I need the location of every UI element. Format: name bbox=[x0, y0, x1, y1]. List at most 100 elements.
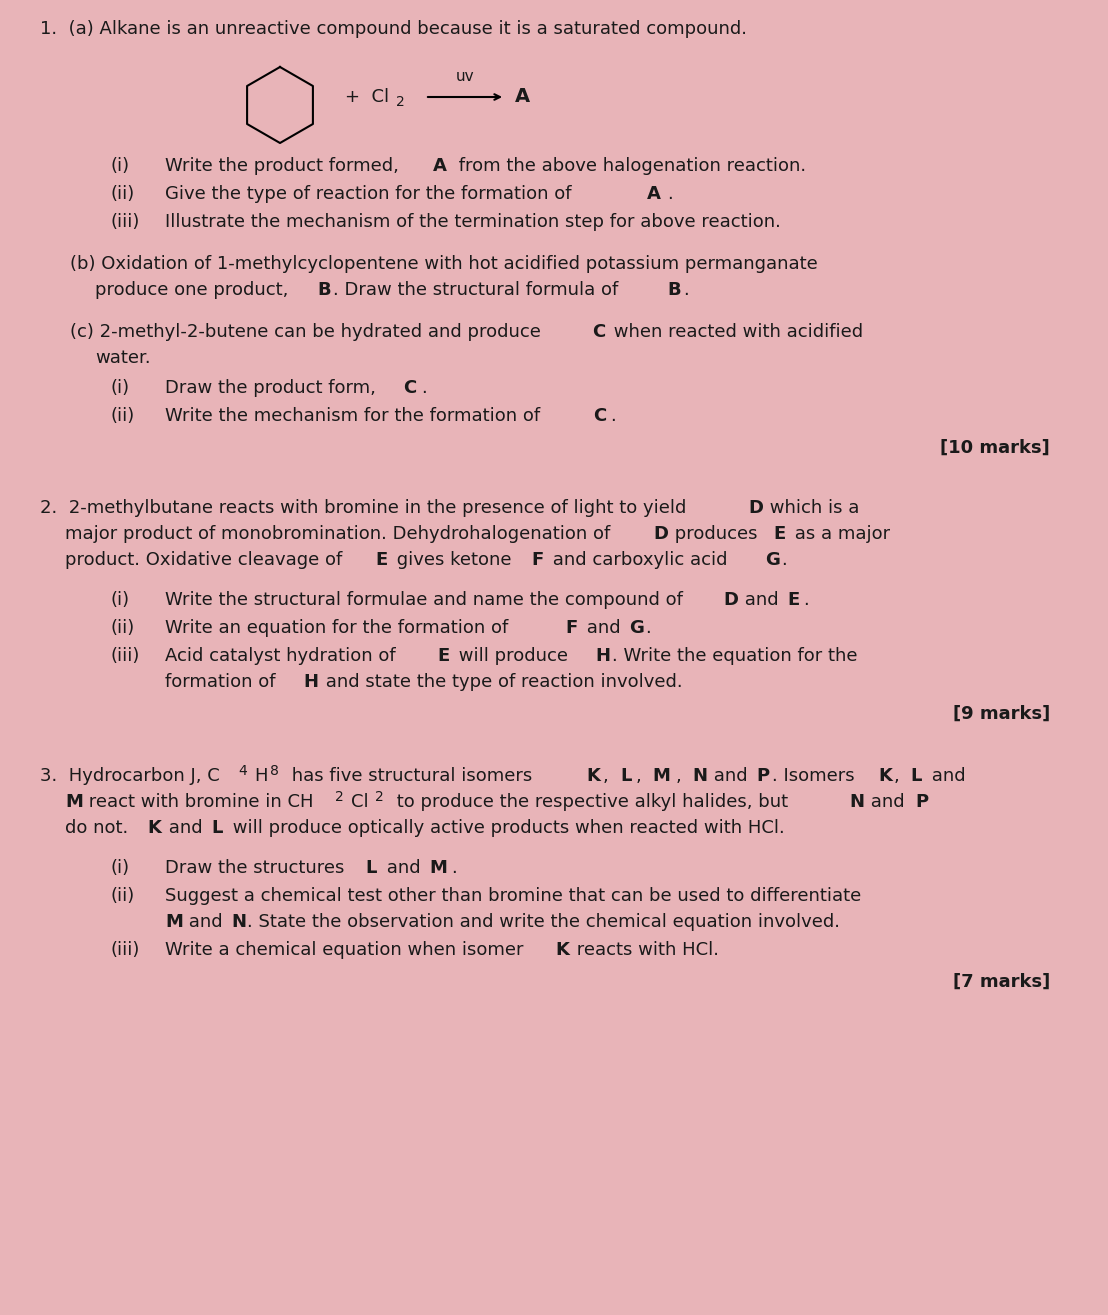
Text: L: L bbox=[620, 767, 632, 785]
Text: which is a: which is a bbox=[765, 498, 860, 517]
Text: uv: uv bbox=[455, 68, 474, 84]
Text: D: D bbox=[724, 590, 738, 609]
Text: K: K bbox=[586, 767, 599, 785]
Text: and: and bbox=[381, 859, 427, 877]
Text: Write the structural formulae and name the compound of: Write the structural formulae and name t… bbox=[165, 590, 689, 609]
Text: will produce optically active products when reacted with HCl.: will produce optically active products w… bbox=[227, 819, 784, 838]
Text: 2: 2 bbox=[335, 790, 343, 803]
Text: .: . bbox=[667, 185, 673, 203]
Text: G: G bbox=[629, 619, 644, 636]
Text: Write the product formed,: Write the product formed, bbox=[165, 156, 404, 175]
Text: N: N bbox=[692, 767, 707, 785]
Text: .: . bbox=[611, 408, 616, 425]
Text: L: L bbox=[365, 859, 377, 877]
Text: P: P bbox=[915, 793, 929, 811]
Text: F: F bbox=[531, 551, 543, 569]
Text: and state the type of reaction involved.: and state the type of reaction involved. bbox=[320, 673, 683, 690]
Text: C: C bbox=[592, 323, 605, 341]
Text: Illustrate the mechanism of the termination step for above reaction.: Illustrate the mechanism of the terminat… bbox=[165, 213, 781, 231]
Text: and: and bbox=[708, 767, 753, 785]
Text: Suggest a chemical test other than bromine that can be used to differentiate: Suggest a chemical test other than bromi… bbox=[165, 888, 861, 905]
Text: A: A bbox=[433, 156, 447, 175]
Text: L: L bbox=[211, 819, 223, 838]
Text: D: D bbox=[748, 498, 763, 517]
Text: C: C bbox=[403, 379, 417, 397]
Text: (b) Oxidation of 1-methylcyclopentene with hot acidified potassium permanganate: (b) Oxidation of 1-methylcyclopentene wi… bbox=[70, 255, 818, 274]
Text: [9 marks]: [9 marks] bbox=[953, 705, 1050, 723]
Text: .: . bbox=[781, 551, 787, 569]
Text: (i): (i) bbox=[110, 590, 130, 609]
Text: G: G bbox=[765, 551, 780, 569]
Text: from the above halogenation reaction.: from the above halogenation reaction. bbox=[453, 156, 807, 175]
Text: Write the mechanism for the formation of: Write the mechanism for the formation of bbox=[165, 408, 546, 425]
Text: has five structural isomers: has five structural isomers bbox=[286, 767, 538, 785]
Text: (c) 2-methyl-2-butene can be hydrated and produce: (c) 2-methyl-2-butene can be hydrated an… bbox=[70, 323, 546, 341]
Text: K: K bbox=[147, 819, 161, 838]
Text: Draw the structures: Draw the structures bbox=[165, 859, 350, 877]
Text: Cl: Cl bbox=[351, 793, 369, 811]
Text: .: . bbox=[645, 619, 650, 636]
Text: +  Cl: + Cl bbox=[345, 88, 389, 107]
Text: reacts with HCl.: reacts with HCl. bbox=[571, 942, 719, 959]
Text: M: M bbox=[652, 767, 670, 785]
Text: .: . bbox=[451, 859, 456, 877]
Text: product. Oxidative cleavage of: product. Oxidative cleavage of bbox=[65, 551, 348, 569]
Text: formation of: formation of bbox=[165, 673, 281, 690]
Text: 2: 2 bbox=[375, 790, 383, 803]
Text: and: and bbox=[581, 619, 626, 636]
Text: ,: , bbox=[894, 767, 905, 785]
Text: .: . bbox=[421, 379, 427, 397]
Text: (ii): (ii) bbox=[110, 408, 134, 425]
Text: B: B bbox=[317, 281, 330, 299]
Text: H: H bbox=[302, 673, 318, 690]
Text: A: A bbox=[647, 185, 660, 203]
Text: 2.  2-methylbutane reacts with bromine in the presence of light to yield: 2. 2-methylbutane reacts with bromine in… bbox=[40, 498, 692, 517]
Text: and: and bbox=[183, 913, 228, 931]
Text: M: M bbox=[65, 793, 83, 811]
Text: ,: , bbox=[676, 767, 687, 785]
Text: .: . bbox=[683, 281, 689, 299]
Text: do not.: do not. bbox=[65, 819, 134, 838]
Text: react with bromine in CH: react with bromine in CH bbox=[83, 793, 314, 811]
Text: [7 marks]: [7 marks] bbox=[953, 973, 1050, 992]
Text: Acid catalyst hydration of: Acid catalyst hydration of bbox=[165, 647, 401, 665]
Text: and: and bbox=[739, 590, 784, 609]
Text: . Draw the structural formula of: . Draw the structural formula of bbox=[334, 281, 624, 299]
Text: E: E bbox=[375, 551, 388, 569]
Text: (ii): (ii) bbox=[110, 185, 134, 203]
Text: produce one product,: produce one product, bbox=[95, 281, 294, 299]
Text: E: E bbox=[787, 590, 799, 609]
Text: (iii): (iii) bbox=[110, 213, 140, 231]
Text: K: K bbox=[555, 942, 568, 959]
Text: F: F bbox=[565, 619, 577, 636]
Text: H: H bbox=[595, 647, 611, 665]
Text: A: A bbox=[515, 88, 530, 107]
Text: to produce the respective alkyl halides, but: to produce the respective alkyl halides,… bbox=[391, 793, 793, 811]
Text: ,: , bbox=[636, 767, 647, 785]
Text: (i): (i) bbox=[110, 379, 130, 397]
Text: (ii): (ii) bbox=[110, 619, 134, 636]
Text: major product of monobromination. Dehydrohalogenation of: major product of monobromination. Dehydr… bbox=[65, 525, 616, 543]
Text: 8: 8 bbox=[270, 764, 279, 778]
Text: . State the observation and write the chemical equation involved.: . State the observation and write the ch… bbox=[247, 913, 840, 931]
Text: Write a chemical equation when isomer: Write a chemical equation when isomer bbox=[165, 942, 530, 959]
Text: 2: 2 bbox=[396, 95, 404, 109]
Text: .: . bbox=[803, 590, 809, 609]
Text: and: and bbox=[926, 767, 966, 785]
Text: [10 marks]: [10 marks] bbox=[941, 439, 1050, 458]
Text: (iii): (iii) bbox=[110, 942, 140, 959]
Text: and: and bbox=[163, 819, 208, 838]
Text: gives ketone: gives ketone bbox=[391, 551, 517, 569]
Text: P: P bbox=[756, 767, 769, 785]
Text: (i): (i) bbox=[110, 156, 130, 175]
Text: . Isomers: . Isomers bbox=[772, 767, 861, 785]
Text: Give the type of reaction for the formation of: Give the type of reaction for the format… bbox=[165, 185, 577, 203]
Text: when reacted with acidified: when reacted with acidified bbox=[608, 323, 863, 341]
Text: Draw the product form,: Draw the product form, bbox=[165, 379, 381, 397]
Text: water.: water. bbox=[95, 348, 151, 367]
Text: as a major: as a major bbox=[789, 525, 890, 543]
Text: N: N bbox=[230, 913, 246, 931]
Text: C: C bbox=[593, 408, 606, 425]
Text: 1.  (a) Alkane is an unreactive compound because it is a saturated compound.: 1. (a) Alkane is an unreactive compound … bbox=[40, 20, 747, 38]
Text: produces: produces bbox=[669, 525, 763, 543]
